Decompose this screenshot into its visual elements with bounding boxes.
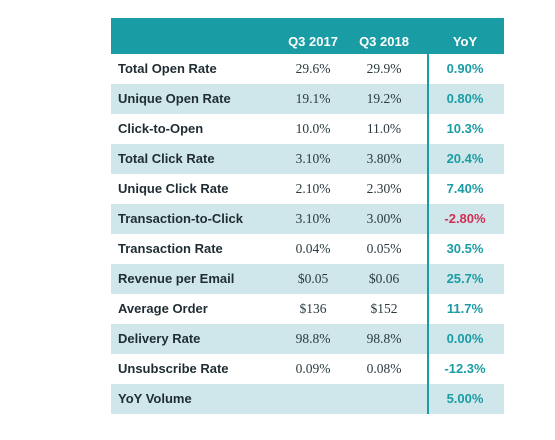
q3-2018-value: 3.00%	[366, 211, 402, 226]
q3-2018-value: 29.9%	[366, 61, 402, 76]
email-metrics-table: Q3 2017 Q3 2018 YoY Total Open Rate 29.6…	[111, 18, 504, 414]
metric-label: Total Click Rate	[118, 151, 215, 166]
q3-2018-value: $152	[370, 301, 398, 316]
metric-label: Unique Open Rate	[118, 91, 231, 106]
q3-2017-value: 98.8%	[295, 331, 331, 346]
q3-2017-value: 0.09%	[295, 361, 331, 376]
metric-label: Average Order	[118, 301, 208, 316]
table-row: Transaction-to-Click 3.10% 3.00% -2.80%	[111, 204, 504, 234]
yoy-column-divider	[427, 54, 429, 414]
q3-2018-value: 98.8%	[366, 331, 402, 346]
metric-label: Click-to-Open	[118, 121, 204, 136]
q3-2018-value: $0.06	[368, 271, 400, 286]
metric-label: Transaction-to-Click	[118, 211, 243, 226]
metric-label: Revenue per Email	[118, 271, 235, 286]
q3-2017-value: 2.10%	[295, 181, 331, 196]
q3-2017-value: 10.0%	[295, 121, 331, 136]
metric-label: Total Open Rate	[118, 61, 217, 76]
yoy-value: 0.80%	[446, 91, 484, 106]
yoy-value: 0.00%	[446, 331, 484, 346]
q3-2017-value: 3.10%	[295, 211, 331, 226]
q3-2018-value: 0.05%	[366, 241, 402, 256]
table-row: Unsubscribe Rate 0.09% 0.08% -12.3%	[111, 354, 504, 384]
yoy-value-negative: -2.80%	[444, 211, 486, 226]
q3-2017-value: 29.6%	[295, 61, 331, 76]
metric-label: Unsubscribe Rate	[118, 361, 229, 376]
table-header: Q3 2017 Q3 2018 YoY	[111, 18, 504, 54]
yoy-value: 0.90%	[446, 61, 484, 76]
yoy-value: 30.5%	[446, 241, 484, 256]
q3-2017-value: 3.10%	[295, 151, 331, 166]
header-q3-2017: Q3 2017	[288, 34, 338, 49]
table-row: Click-to-Open 10.0% 11.0% 10.3%	[111, 114, 504, 144]
q3-2018-value: 19.2%	[366, 91, 402, 106]
table-row: Total Click Rate 3.10% 3.80% 20.4%	[111, 144, 504, 174]
table-row: Average Order $136 $152 11.7%	[111, 294, 504, 324]
q3-2018-value: 0.08%	[366, 361, 402, 376]
q3-2017-value: 0.04%	[295, 241, 331, 256]
metric-label: Delivery Rate	[118, 331, 201, 346]
header-q3-2018: Q3 2018	[359, 34, 409, 49]
yoy-value: 7.40%	[446, 181, 484, 196]
table-row: Unique Click Rate 2.10% 2.30% 7.40%	[111, 174, 504, 204]
q3-2017-value: 19.1%	[295, 91, 331, 106]
table-row: Unique Open Rate 19.1% 19.2% 0.80%	[111, 84, 504, 114]
q3-2018-value: 11.0%	[366, 121, 402, 136]
q3-2018-value: 2.30%	[366, 181, 402, 196]
metric-label: Unique Click Rate	[118, 181, 229, 196]
table-row: YoY Volume 5.00%	[111, 384, 504, 414]
header-yoy: YoY	[452, 34, 478, 49]
yoy-value: 10.3%	[446, 121, 484, 136]
metric-label: YoY Volume	[118, 391, 192, 406]
yoy-value: 20.4%	[446, 151, 484, 166]
yoy-value: 5.00%	[446, 391, 484, 406]
yoy-value: 11.7%	[446, 301, 484, 316]
table-row: Total Open Rate 29.6% 29.9% 0.90%	[111, 54, 504, 84]
table-row: Delivery Rate 98.8% 98.8% 0.00%	[111, 324, 504, 354]
yoy-value: 25.7%	[446, 271, 484, 286]
table-row: Transaction Rate 0.04% 0.05% 30.5%	[111, 234, 504, 264]
q3-2017-value: $136	[299, 301, 327, 316]
yoy-value: -12.3%	[444, 361, 486, 376]
table-row: Revenue per Email $0.05 $0.06 25.7%	[111, 264, 504, 294]
metric-label: Transaction Rate	[118, 241, 223, 256]
q3-2017-value: $0.05	[297, 271, 329, 286]
q3-2018-value: 3.80%	[366, 151, 402, 166]
